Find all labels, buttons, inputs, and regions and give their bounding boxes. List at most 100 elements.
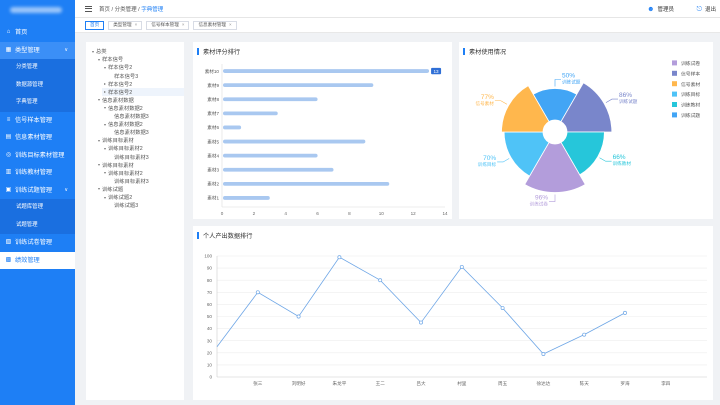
rose-slice — [560, 82, 613, 133]
bar-mark — [223, 111, 278, 116]
sidebar-item-9[interactable]: ▣ 训练试题管理 ∨ — [0, 182, 75, 200]
line-y-tick-label: 80 — [207, 278, 213, 283]
rose-slice — [560, 131, 605, 176]
tree-node[interactable]: ▾ 训练目标素材 — [96, 160, 184, 169]
user-menu[interactable]: ☻ 管理员 — [647, 5, 674, 14]
rose-slice-label: 训练教材 — [613, 160, 632, 167]
rose-percent-label: 77% — [481, 94, 494, 101]
tree-node-label: 总类 — [96, 49, 107, 56]
tree-node[interactable]: ▾ 训练目标素材2 — [102, 169, 184, 178]
tree-node[interactable]: ▾ 训练试题 — [96, 185, 184, 194]
rose-slice — [524, 141, 586, 193]
caret-down-icon[interactable]: ▾ — [97, 162, 100, 168]
tree-node-label: 训练试题2 — [108, 195, 133, 202]
rose-leader-line — [497, 158, 510, 163]
bar-category-label: 素材4 — [207, 152, 219, 158]
personal-output-panel: 个人产出数据排行 0 10 20 30 40 50 60 70 80 90 100 张三 刘明好 朱龙平 王… — [193, 226, 713, 400]
legend-label: 训练教材 — [681, 102, 700, 109]
tree-node[interactable]: ▾ 总类 — [90, 47, 184, 56]
rose-leader-line — [554, 79, 561, 87]
tree-node[interactable]: ▾ 训练试题2 — [102, 193, 184, 202]
sidebar-item-3[interactable]: 数据源管理 — [0, 76, 75, 94]
line-point — [623, 310, 627, 315]
target-icon: ◎ — [5, 151, 12, 158]
tree-node[interactable]: ▾ 信息素材数据2 — [102, 120, 184, 129]
tree-node[interactable]: 样本信号3 — [108, 71, 184, 80]
sidebar-item-0[interactable]: ⌂ 首页 — [0, 24, 75, 42]
rose-percent-label: 86% — [619, 92, 632, 99]
sidebar-item-5[interactable]: ≡ 信号样本管理 — [0, 112, 75, 130]
tree-node[interactable]: 训练目标素材3 — [108, 152, 184, 161]
tree-node[interactable]: ▸ 样本信号2 — [102, 79, 184, 88]
caret-down-icon[interactable]: ▾ — [103, 170, 106, 176]
logout-button[interactable]: ⎋ 退出 — [696, 5, 716, 14]
breadcrumb-home[interactable]: 首页 — [99, 6, 111, 13]
bar-chart: 0 2 4 6 8 10 12 14 素材10 素材9 素材8 素材7 素材6 素材5 素材4 素材3 素材2 素… — [205, 64, 448, 216]
book-icon: ▥ — [5, 169, 12, 175]
tab-1[interactable]: 类型管理 × — [108, 20, 143, 30]
sidebar-item-8[interactable]: ▥ 训练教材管理 — [0, 164, 75, 182]
tab-0[interactable]: 首页 — [85, 20, 105, 30]
tree-node[interactable]: ▾ 信息素材数据2 — [102, 104, 184, 113]
line-chart: 0 10 20 30 40 50 60 70 80 90 100 张三 刘明好 朱龙平 王二 吕大 村里 周五 徐达… — [204, 254, 707, 387]
tree-node[interactable]: 信息素材数据3 — [108, 128, 184, 137]
caret-down-icon[interactable]: ▾ — [97, 56, 100, 62]
line-y-tick-label: 50 — [207, 314, 213, 319]
bar-category-label: 素材10 — [205, 68, 220, 74]
sidebar-item-7[interactable]: ◎ 训练目标素材管理 — [0, 147, 75, 165]
caret-right-icon[interactable]: ▸ — [103, 81, 106, 87]
tree-node[interactable]: 信息素材数据3 — [108, 112, 184, 121]
tree-node-label: 样本信号2 — [108, 89, 133, 96]
tab-2[interactable]: 信号样本管理 × — [146, 20, 190, 30]
caret-down-icon[interactable]: ▾ — [97, 186, 100, 192]
line-y-tick-label: 70 — [207, 290, 213, 295]
line-point — [419, 320, 423, 325]
tree-node[interactable]: 训练试题3 — [108, 201, 184, 210]
close-icon[interactable]: × — [134, 22, 138, 27]
line-x-tick-label: 村里 — [457, 380, 467, 386]
sidebar-item-6[interactable]: ▤ 信息素材管理 — [0, 129, 75, 147]
sidebar-item-1[interactable]: ▦ 类型管理 ∨ — [0, 41, 75, 59]
caret-down-icon[interactable]: ▾ — [103, 105, 106, 111]
tree-node-label: 训练目标素材2 — [108, 146, 143, 153]
legend-swatch — [672, 60, 677, 66]
caret-down-icon[interactable]: ▾ — [97, 137, 100, 143]
breadcrumb-parent[interactable]: 分类管理 — [114, 6, 137, 13]
legend-swatch — [672, 91, 677, 97]
bar-chart-title: 素材评分排行 — [197, 47, 240, 56]
sidebar-item-13[interactable]: ▩ 绩效管理 — [0, 251, 75, 269]
caret-down-icon[interactable]: ▾ — [103, 145, 106, 151]
caret-right-icon[interactable]: ▸ — [103, 89, 106, 95]
caret-down-icon[interactable]: ▾ — [103, 194, 106, 200]
sidebar-item-label: 试题库管理 — [16, 204, 43, 210]
tab-label: 类型管理 — [113, 22, 132, 27]
sidebar-item-12[interactable]: ▧ 训练试卷管理 — [0, 234, 75, 252]
line-y-tick-label: 20 — [207, 350, 213, 355]
caret-down-icon[interactable]: ▾ — [103, 121, 106, 127]
sidebar-item-10[interactable]: 试题库管理 — [0, 199, 75, 217]
tree-node[interactable]: ▾ 训练目标素材2 — [102, 144, 184, 153]
close-icon[interactable]: × — [229, 22, 232, 27]
sidebar-item-11[interactable]: 试题管理 — [0, 216, 75, 234]
bar-category-label: 素材5 — [207, 138, 219, 144]
close-icon[interactable]: × — [181, 22, 185, 27]
tree-node[interactable]: 训练目标素材3 — [108, 177, 184, 186]
sidebar-item-4[interactable]: 字典管理 — [0, 94, 75, 112]
tree-node[interactable]: ▾ 训练目标素材 — [96, 136, 184, 145]
line-point — [378, 278, 383, 283]
bar-x-tick-label: 14 — [442, 211, 448, 216]
caret-down-icon[interactable]: ▾ — [103, 64, 106, 70]
line-point — [541, 352, 546, 356]
rose-slice-label: 训练试卷 — [530, 201, 549, 208]
tree-node[interactable]: ▾ 信息素材数据 — [96, 96, 184, 105]
tree-node[interactable]: ▾ 样本信号 — [96, 55, 184, 64]
tab-3[interactable]: 信息素材管理 × — [193, 20, 237, 30]
sidebar-item-2[interactable]: 分类管理 — [0, 59, 75, 77]
menu-toggle-icon[interactable] — [85, 5, 92, 12]
caret-down-icon[interactable]: ▾ — [97, 97, 100, 103]
tree-node[interactable]: ▸ 样本信号2 — [102, 87, 184, 96]
caret-down-icon[interactable]: ▾ — [91, 48, 94, 54]
bar-x-tick-label: 6 — [316, 211, 319, 216]
bar-x-tick-label: 10 — [379, 211, 385, 216]
tree-node[interactable]: ▾ 样本信号2 — [102, 63, 184, 72]
